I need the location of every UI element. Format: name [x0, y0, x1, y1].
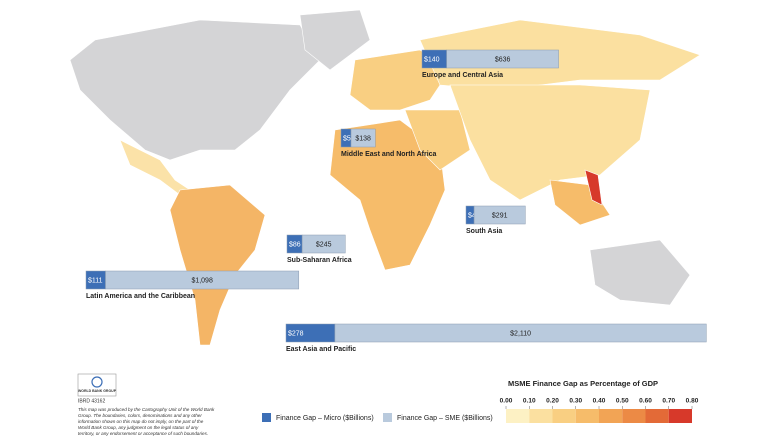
australia	[589, 239, 691, 306]
logo-globe	[91, 376, 103, 388]
sme-bar	[473, 205, 526, 225]
scale-bin	[506, 409, 530, 423]
scale-tick-label: 0.10	[523, 398, 536, 405]
regional-bars: $140 $636 Europe and Central Asia $57 $138 Mi…	[85, 49, 707, 353]
note: This map was produced by the Cartography…	[78, 407, 215, 436]
note-line: information shown on this map do not imp…	[78, 419, 204, 424]
logo-text: WORLD BANK GROUP	[78, 389, 117, 393]
value-label: $245	[316, 241, 332, 248]
greenland	[299, 9, 371, 71]
scale-bin	[575, 409, 599, 423]
scale-title: MSME Finance Gap as Percentage of GDP	[508, 379, 658, 388]
southeast-asia	[549, 179, 611, 226]
scale-tick-label: 0.40	[593, 398, 606, 405]
sme-bar	[334, 323, 707, 343]
sme-bar	[105, 270, 300, 290]
sme-bar	[350, 128, 376, 148]
scale-tick-label: 0.70	[662, 398, 675, 405]
legend-label: Finance Gap – Micro ($Billions)	[276, 415, 374, 422]
logo-box	[77, 373, 117, 397]
asia	[449, 84, 651, 201]
value-label: $636	[495, 56, 511, 63]
logo: WORLD BANK GROUP	[77, 373, 117, 397]
value-label: $278	[288, 330, 304, 337]
north-america	[69, 19, 321, 161]
scale-tick-label: 0.60	[639, 398, 652, 405]
map-id: IBRD 43162	[78, 398, 105, 404]
region-label: Sub-Saharan Africa	[287, 257, 352, 264]
scale-bin	[645, 409, 669, 423]
value-label: $291	[492, 212, 508, 219]
value-label: $138	[355, 135, 371, 142]
sme-bar	[446, 49, 559, 69]
scale-bin	[529, 409, 553, 423]
sme-bar	[301, 234, 346, 254]
note-line: This map was produced by the Cartography…	[78, 407, 215, 412]
scale-tick-label: 0.50	[616, 398, 629, 405]
region-label: Europe and Central Asia	[422, 72, 503, 79]
philippines	[584, 169, 603, 206]
scale-bin	[552, 409, 576, 423]
note-line: territory, or any endorsement or accepta…	[78, 431, 208, 436]
region-label: East Asia and Pacific	[286, 346, 356, 353]
scale-tick-label: 0.20	[546, 398, 559, 405]
value-label: $2,110	[510, 330, 531, 337]
legend: Finance Gap – Micro ($Billions) Finance G…	[262, 413, 493, 422]
value-label: $1,098	[191, 277, 213, 284]
middle-east	[404, 109, 471, 171]
region-label: Latin America and the Caribbean	[86, 293, 195, 300]
scale-bin	[599, 409, 623, 423]
note-line: World Bank Group, any judgment on the le…	[78, 425, 199, 430]
legend-swatch	[383, 413, 392, 422]
region-label: Middle East and North Africa	[341, 151, 437, 158]
value-label: $111	[88, 277, 103, 284]
value-label: $57	[343, 135, 355, 142]
scale-tick-label: 0.30	[569, 398, 582, 405]
scale-tick-label: 0.80	[686, 398, 699, 405]
south-america	[169, 184, 266, 346]
legend-swatch	[262, 413, 271, 422]
legend-label: Finance Gap – SME ($Billions)	[397, 415, 493, 422]
note-line: Group. The boundaries, colors, denominat…	[78, 413, 202, 418]
value-label: $86	[289, 241, 301, 248]
value-label: $140	[424, 56, 440, 63]
scale-bin	[668, 409, 692, 423]
color-scale: MSME Finance Gap as Percentage of GDP 0.0…	[500, 379, 699, 423]
scale-bin	[622, 409, 646, 423]
scale-tick-label: 0.00	[500, 398, 513, 405]
region-label: South Asia	[466, 228, 502, 235]
landmass	[69, 9, 701, 346]
